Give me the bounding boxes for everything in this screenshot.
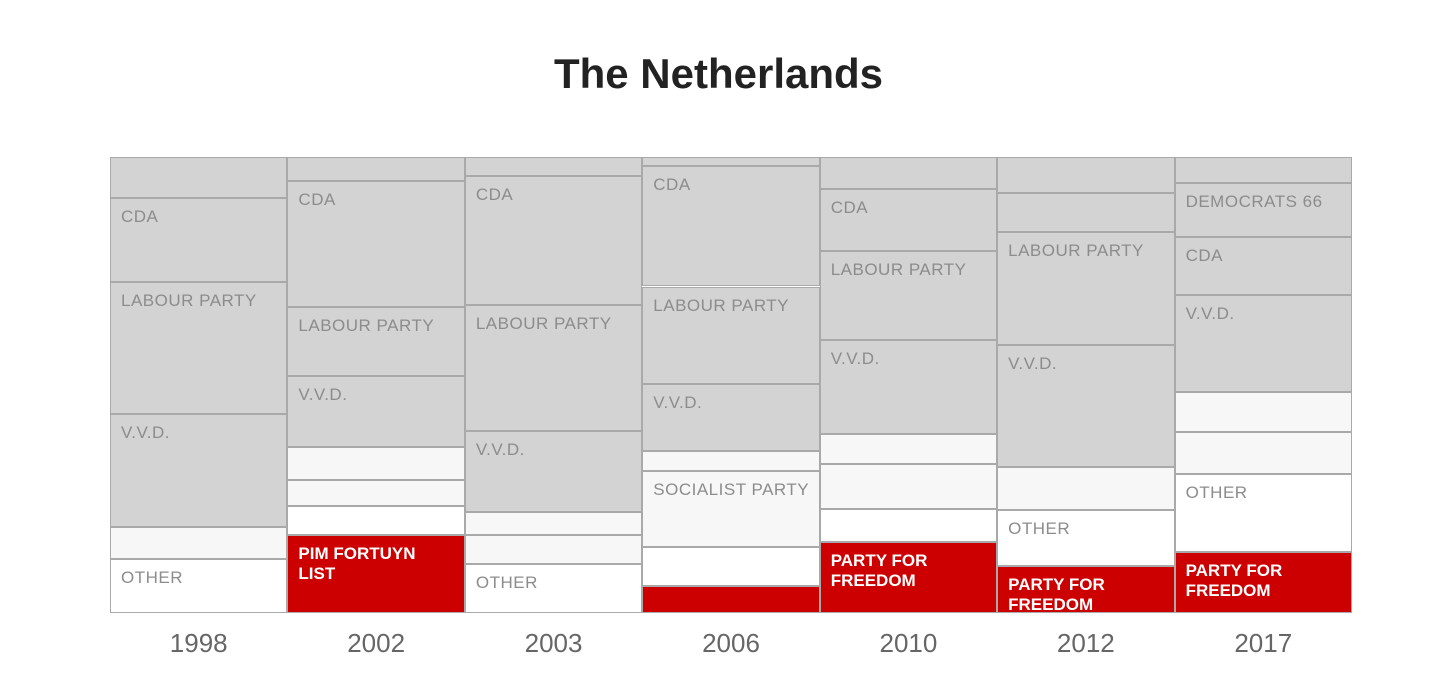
segment-label: SOCIALIST PARTY — [653, 479, 810, 499]
bar-segment — [287, 479, 465, 506]
segment-label: V.V.D. — [1185, 303, 1235, 323]
bar-segment: LABOUR PARTY — [819, 250, 998, 340]
segment-label: LABOUR PARTY — [121, 291, 257, 311]
bar-segment: OTHER — [110, 559, 288, 613]
bar-segment: V.V.D. — [287, 375, 465, 447]
x-tick-label: 2010 — [879, 628, 938, 658]
segment-label: OTHER — [475, 573, 538, 593]
segment-label: CDA — [653, 175, 691, 195]
bar-segment — [464, 535, 643, 565]
segment-label: V.V.D. — [121, 422, 171, 442]
segment-label: V.V.D. — [475, 440, 525, 460]
bar-segment: V.V.D. — [997, 344, 1175, 468]
segment-label: PARTY FOR FREEDOM — [1008, 575, 1105, 613]
bar-segment — [1174, 391, 1352, 432]
x-tick-label: 2002 — [347, 628, 406, 658]
bar-segment: V.V.D. — [110, 413, 288, 528]
x-tick-label: 2006 — [702, 628, 760, 658]
bar-segment — [997, 157, 1175, 193]
bar-segment — [1174, 157, 1352, 183]
bar-segment — [642, 450, 820, 471]
segment-label: DEMOCRATS 66 — [1185, 191, 1323, 211]
bar-segment — [464, 157, 643, 177]
bar-segment: LABOUR PARTY — [464, 305, 643, 432]
bar-segment — [1174, 431, 1352, 474]
bar-segment: LABOUR PARTY — [110, 282, 288, 414]
x-tick-label: 2003 — [524, 628, 583, 658]
bar-segment: CDA — [110, 198, 288, 283]
bar-segment: CDA — [287, 181, 465, 307]
segment-label: V.V.D. — [1008, 353, 1058, 373]
bar-segment: V.V.D. — [819, 339, 998, 434]
bar-segment: PARTY FOR FREEDOM — [997, 566, 1175, 613]
segment-label: OTHER — [1185, 482, 1248, 502]
segment-label: PIM FORTUYN LIST — [298, 544, 416, 584]
bar-segment: SOCIALIST PARTY — [642, 470, 820, 547]
segment-label: CDA — [830, 197, 869, 217]
bar-segment: OTHER — [1174, 473, 1352, 552]
x-tick-label: 2017 — [1234, 628, 1293, 658]
bar-segment — [287, 157, 465, 182]
bar-segment: CDA — [464, 176, 643, 306]
bar-segment: PARTY FOR FREEDOM — [1174, 551, 1352, 613]
bar-segment: CDA — [1174, 236, 1352, 295]
bar-segment: PARTY FOR FREEDOM — [819, 541, 998, 613]
bar-segment — [997, 467, 1175, 510]
bar-segment — [287, 447, 465, 480]
segment-label: PARTY FOR FREEDOM — [830, 550, 928, 590]
bar-segment — [464, 512, 643, 536]
segment-label: V.V.D. — [830, 348, 880, 368]
bar-segment — [110, 157, 288, 199]
x-tick-label: 1998 — [169, 628, 228, 658]
segment-label: LABOUR PARTY — [298, 316, 435, 336]
bar-segment: LABOUR PARTY — [997, 231, 1175, 345]
segment-label: CDA — [475, 185, 514, 205]
bar-segment — [819, 509, 998, 542]
bar-segment — [642, 546, 820, 587]
segment-label: CDA — [1185, 245, 1223, 265]
bar-segment — [287, 505, 465, 535]
bar-segment — [110, 527, 288, 560]
segment-label: V.V.D. — [653, 392, 703, 412]
bar-segment: LABOUR PARTY — [642, 286, 820, 384]
bar-segment: PIM FORTUYN LIST — [287, 535, 465, 613]
bar-segment — [642, 586, 820, 613]
segment-label: V.V.D. — [298, 384, 348, 404]
bar-segment — [997, 192, 1175, 232]
bar-segment: DEMOCRATS 66 — [1174, 182, 1352, 237]
segment-label: OTHER — [1008, 518, 1071, 538]
bar-segment: OTHER — [464, 564, 643, 613]
segment-label: PARTY FOR FREEDOM — [1185, 560, 1283, 600]
segment-label: CDA — [121, 207, 159, 227]
x-tick-label: 2012 — [1056, 628, 1115, 658]
segment-label: LABOUR PARTY — [830, 259, 967, 279]
segment-label: LABOUR PARTY — [1008, 240, 1144, 260]
segment-label: LABOUR PARTY — [475, 314, 612, 334]
segment-label: OTHER — [121, 568, 183, 588]
segment-label: LABOUR PARTY — [653, 295, 790, 315]
bar-segment: OTHER — [997, 509, 1175, 567]
bar-segment — [819, 157, 998, 189]
bar-segment: CDA — [819, 188, 998, 251]
bar-segment: V.V.D. — [464, 431, 643, 513]
bar-segment — [819, 463, 998, 510]
bar-segment — [819, 433, 998, 464]
bar-segment: V.V.D. — [1174, 294, 1352, 392]
bar-segment — [642, 157, 820, 167]
bar-segment: LABOUR PARTY — [287, 307, 465, 376]
bar-segment: CDA — [642, 166, 820, 287]
chart-title: The Netherlands — [553, 50, 884, 97]
segment-label: CDA — [298, 190, 336, 210]
plot-area: OTHER V.V.D. LABOUR PARTY CDA PIM FORTUYN LI… — [110, 157, 1352, 613]
bar-segment: V.V.D. — [642, 383, 820, 451]
